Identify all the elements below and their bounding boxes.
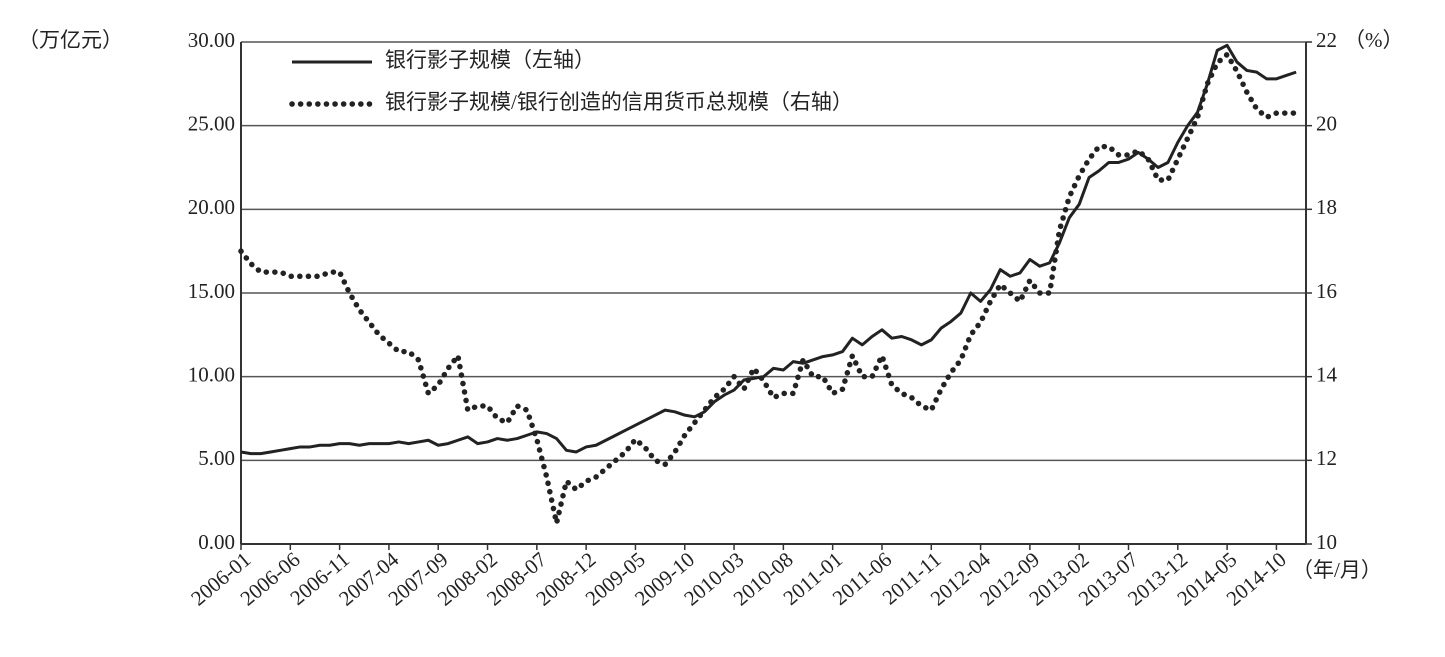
y-tick-label: 0.00 bbox=[198, 530, 235, 554]
y2-tick-label: 10 bbox=[1316, 530, 1337, 554]
y-tick-label: 5.00 bbox=[198, 446, 235, 470]
y2-tick-label: 14 bbox=[1316, 362, 1338, 386]
series-line bbox=[238, 51, 1299, 526]
y2-tick-label: 12 bbox=[1316, 446, 1337, 470]
y2-tick-label: 22 bbox=[1316, 28, 1337, 52]
y2-tick-label: 16 bbox=[1316, 279, 1337, 303]
y-tick-label: 25.00 bbox=[188, 111, 235, 135]
y2-tick-label: 20 bbox=[1316, 111, 1337, 135]
y2-tick-label: 18 bbox=[1316, 195, 1337, 219]
legend-label: 银行影子规模/银行创造的信用货币总规模（右轴） bbox=[385, 90, 853, 114]
series-line bbox=[240, 43, 1297, 456]
y2-axis-label: （%） bbox=[1344, 28, 1404, 52]
y-axis-label: （万亿元） bbox=[18, 28, 123, 52]
y-tick-label: 15.00 bbox=[188, 279, 235, 303]
legend-label: 银行影子规模（左轴） bbox=[385, 48, 595, 72]
y-tick-label: 20.00 bbox=[188, 195, 235, 219]
y-tick-label: 10.00 bbox=[188, 362, 235, 386]
x-axis-label: （年/月） bbox=[1292, 558, 1382, 582]
y-tick-label: 30.00 bbox=[188, 28, 235, 52]
